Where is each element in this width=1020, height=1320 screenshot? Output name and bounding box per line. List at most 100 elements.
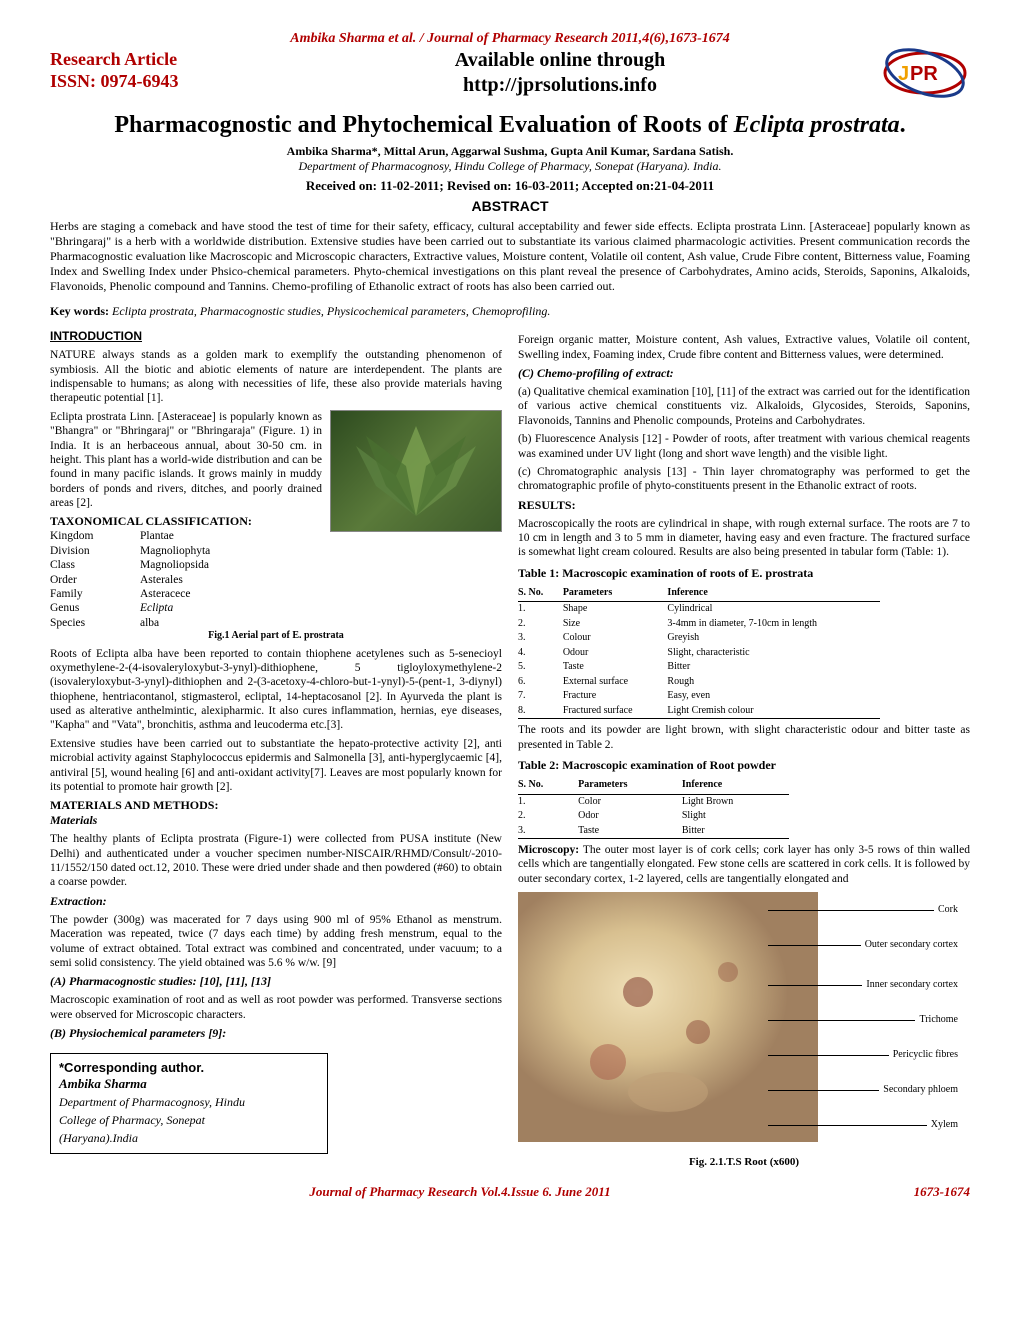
pharmacognostic-para: Macroscopic examination of root and as w… bbox=[50, 993, 502, 1022]
abstract-text: Herbs are staging a comeback and have st… bbox=[50, 219, 970, 294]
table-cell: Light Brown bbox=[682, 794, 789, 809]
table-cell: Slight, characteristic bbox=[667, 646, 879, 661]
keywords-line: Key words: Eclipta prostrata, Pharmacogn… bbox=[50, 304, 970, 319]
leader-line bbox=[768, 985, 862, 986]
keywords-label: Key words: bbox=[50, 304, 109, 318]
figure-label-row: Pericyclic fibres bbox=[768, 1047, 958, 1063]
materials-methods-heading: MATERIALS AND METHODS: bbox=[50, 798, 502, 813]
figure-label-text: Outer secondary cortex bbox=[861, 939, 958, 952]
leader-line bbox=[768, 1020, 915, 1021]
leader-line bbox=[768, 1090, 879, 1091]
left-column: INTRODUCTION NATURE always stands as a g… bbox=[50, 329, 502, 1170]
results-para: Macroscopically the roots are cylindrica… bbox=[518, 517, 970, 560]
table-row: 2.OdorSlight bbox=[518, 809, 789, 824]
corr-addr-2: College of Pharmacy, Sonepat bbox=[59, 1111, 319, 1129]
table-header: Inference bbox=[667, 585, 879, 602]
table-row: 3.TasteBitter bbox=[518, 824, 789, 839]
svg-text:J: J bbox=[898, 63, 909, 85]
table-header: S. No. bbox=[518, 585, 563, 602]
article-title: Pharmacognostic and Phytochemical Evalua… bbox=[50, 110, 970, 140]
taxon-value: Plantae bbox=[140, 529, 174, 543]
chemo-b: (b) Fluorescence Analysis [12] - Powder … bbox=[518, 432, 970, 461]
table-cell: 2. bbox=[518, 617, 563, 632]
table-cell: External surface bbox=[563, 675, 668, 690]
table-row: 4.OdourSlight, characteristic bbox=[518, 646, 880, 661]
figure-label-row: Cork bbox=[768, 902, 958, 918]
table-cell: Color bbox=[578, 794, 682, 809]
physiochemical-subheading: (B) Physiochemical parameters [9]: bbox=[50, 1026, 502, 1041]
title-pre: Pharmacognostic and Phytochemical Evalua… bbox=[114, 112, 733, 138]
table-cell: 8. bbox=[518, 704, 563, 719]
figure-label-text: Secondary phloem bbox=[879, 1084, 958, 1097]
figure-label-text: Inner secondary cortex bbox=[862, 979, 958, 992]
table-cell: Bitter bbox=[682, 824, 789, 839]
taxon-row: KingdomPlantae bbox=[50, 529, 322, 543]
jpr-logo-icon: PR J bbox=[880, 48, 970, 98]
table-row: 6.External surfaceRough bbox=[518, 675, 880, 690]
figure-2-caption: Fig. 2.1.T.S Root (x600) bbox=[518, 1156, 970, 1170]
taxon-row: FamilyAsteracece bbox=[50, 587, 502, 601]
figure-label-row: Outer secondary cortex bbox=[768, 937, 958, 953]
table-cell: Fracture bbox=[563, 689, 668, 704]
table-cell: Odor bbox=[578, 809, 682, 824]
two-column-body: INTRODUCTION NATURE always stands as a g… bbox=[50, 329, 970, 1170]
corr-name: Ambika Sharma bbox=[59, 1076, 319, 1092]
figure-label-row: Inner secondary cortex bbox=[768, 977, 958, 993]
taxon-row: DivisionMagnoliophyta bbox=[50, 544, 502, 558]
article-type: Research Article bbox=[50, 48, 250, 71]
corr-heading: *Corresponding author. bbox=[59, 1060, 319, 1076]
table-1-title: Table 1: Macroscopic examination of root… bbox=[518, 566, 970, 581]
table-cell: Colour bbox=[563, 631, 668, 646]
table-cell: 6. bbox=[518, 675, 563, 690]
page-footer: Journal of Pharmacy Research Vol.4.Issue… bbox=[50, 1184, 970, 1200]
corresponding-author-box: *Corresponding author. Ambika Sharma Dep… bbox=[50, 1053, 328, 1154]
table-cell: Light Cremish colour bbox=[667, 704, 879, 719]
taxon-value: Magnoliopsida bbox=[140, 558, 209, 572]
corr-addr-3: (Haryana).India bbox=[59, 1129, 319, 1147]
materials-para: The healthy plants of Eclipta prostrata … bbox=[50, 832, 502, 890]
svg-text:PR: PR bbox=[910, 63, 938, 85]
title-species: Eclipta prostrata bbox=[734, 112, 900, 138]
table-cell: 1. bbox=[518, 602, 563, 617]
leader-line bbox=[768, 945, 861, 946]
table-cell: Rough bbox=[667, 675, 879, 690]
table-cell: 7. bbox=[518, 689, 563, 704]
authors-line: Ambika Sharma*, Mittal Arun, Aggarwal Su… bbox=[50, 144, 970, 159]
keywords-text: Eclipta prostrata, Pharmacognostic studi… bbox=[112, 304, 550, 318]
issn-label: ISSN: 0974-6943 bbox=[50, 70, 250, 93]
table-header: Parameters bbox=[578, 777, 682, 794]
running-head: Ambika Sharma et al. / Journal of Pharma… bbox=[50, 30, 970, 48]
dates-line: Received on: 11-02-2011; Revised on: 16-… bbox=[50, 178, 970, 194]
introduction-heading: INTRODUCTION bbox=[50, 329, 502, 344]
table-row: 2.Size3-4mm in diameter, 7-10cm in lengt… bbox=[518, 617, 880, 632]
figure-1-caption: Fig.1 Aerial part of E. prostrata bbox=[50, 630, 502, 643]
abstract-heading: ABSTRACT bbox=[50, 198, 970, 216]
table-cell: Odour bbox=[563, 646, 668, 661]
taxon-classification: KingdomPlantaeDivisionMagnoliophytaClass… bbox=[50, 529, 502, 630]
table-cell: 1. bbox=[518, 794, 578, 809]
taxon-value: Magnoliophyta bbox=[140, 544, 210, 558]
footer-page-range: 1673-1674 bbox=[870, 1184, 970, 1200]
table-cell: Shape bbox=[563, 602, 668, 617]
taxon-row: GenusEclipta bbox=[50, 601, 502, 615]
materials-subheading: Materials bbox=[50, 813, 502, 828]
taxon-value: Asteracece bbox=[140, 587, 190, 601]
table-row: 1.ShapeCylindrical bbox=[518, 602, 880, 617]
taxon-value: alba bbox=[140, 616, 159, 630]
right-para-2: The roots and its powder are light brown… bbox=[518, 723, 970, 752]
chemo-profiling-subheading: (C) Chemo-profiling of extract: bbox=[518, 366, 970, 381]
table-1: S. No.ParametersInference1.ShapeCylindri… bbox=[518, 585, 880, 720]
taxon-value: Eclipta bbox=[140, 601, 173, 615]
table-2: S. No.ParametersInference1.ColorLight Br… bbox=[518, 777, 789, 839]
table-row: 8.Fractured surfaceLight Cremish colour bbox=[518, 704, 880, 719]
plant-leaves-icon bbox=[336, 416, 496, 526]
table-2-title: Table 2: Macroscopic examination of Root… bbox=[518, 758, 970, 773]
table-cell: 5. bbox=[518, 660, 563, 675]
leader-line bbox=[768, 910, 934, 911]
taxon-key: Kingdom bbox=[50, 529, 140, 543]
taxon-value: Asterales bbox=[140, 573, 183, 587]
right-para-1: Foreign organic matter, Moisture content… bbox=[518, 333, 970, 362]
intro-para-1: NATURE always stands as a golden mark to… bbox=[50, 348, 502, 406]
figure-label-row: Trichome bbox=[768, 1012, 958, 1028]
right-column: Foreign organic matter, Moisture content… bbox=[518, 329, 970, 1170]
